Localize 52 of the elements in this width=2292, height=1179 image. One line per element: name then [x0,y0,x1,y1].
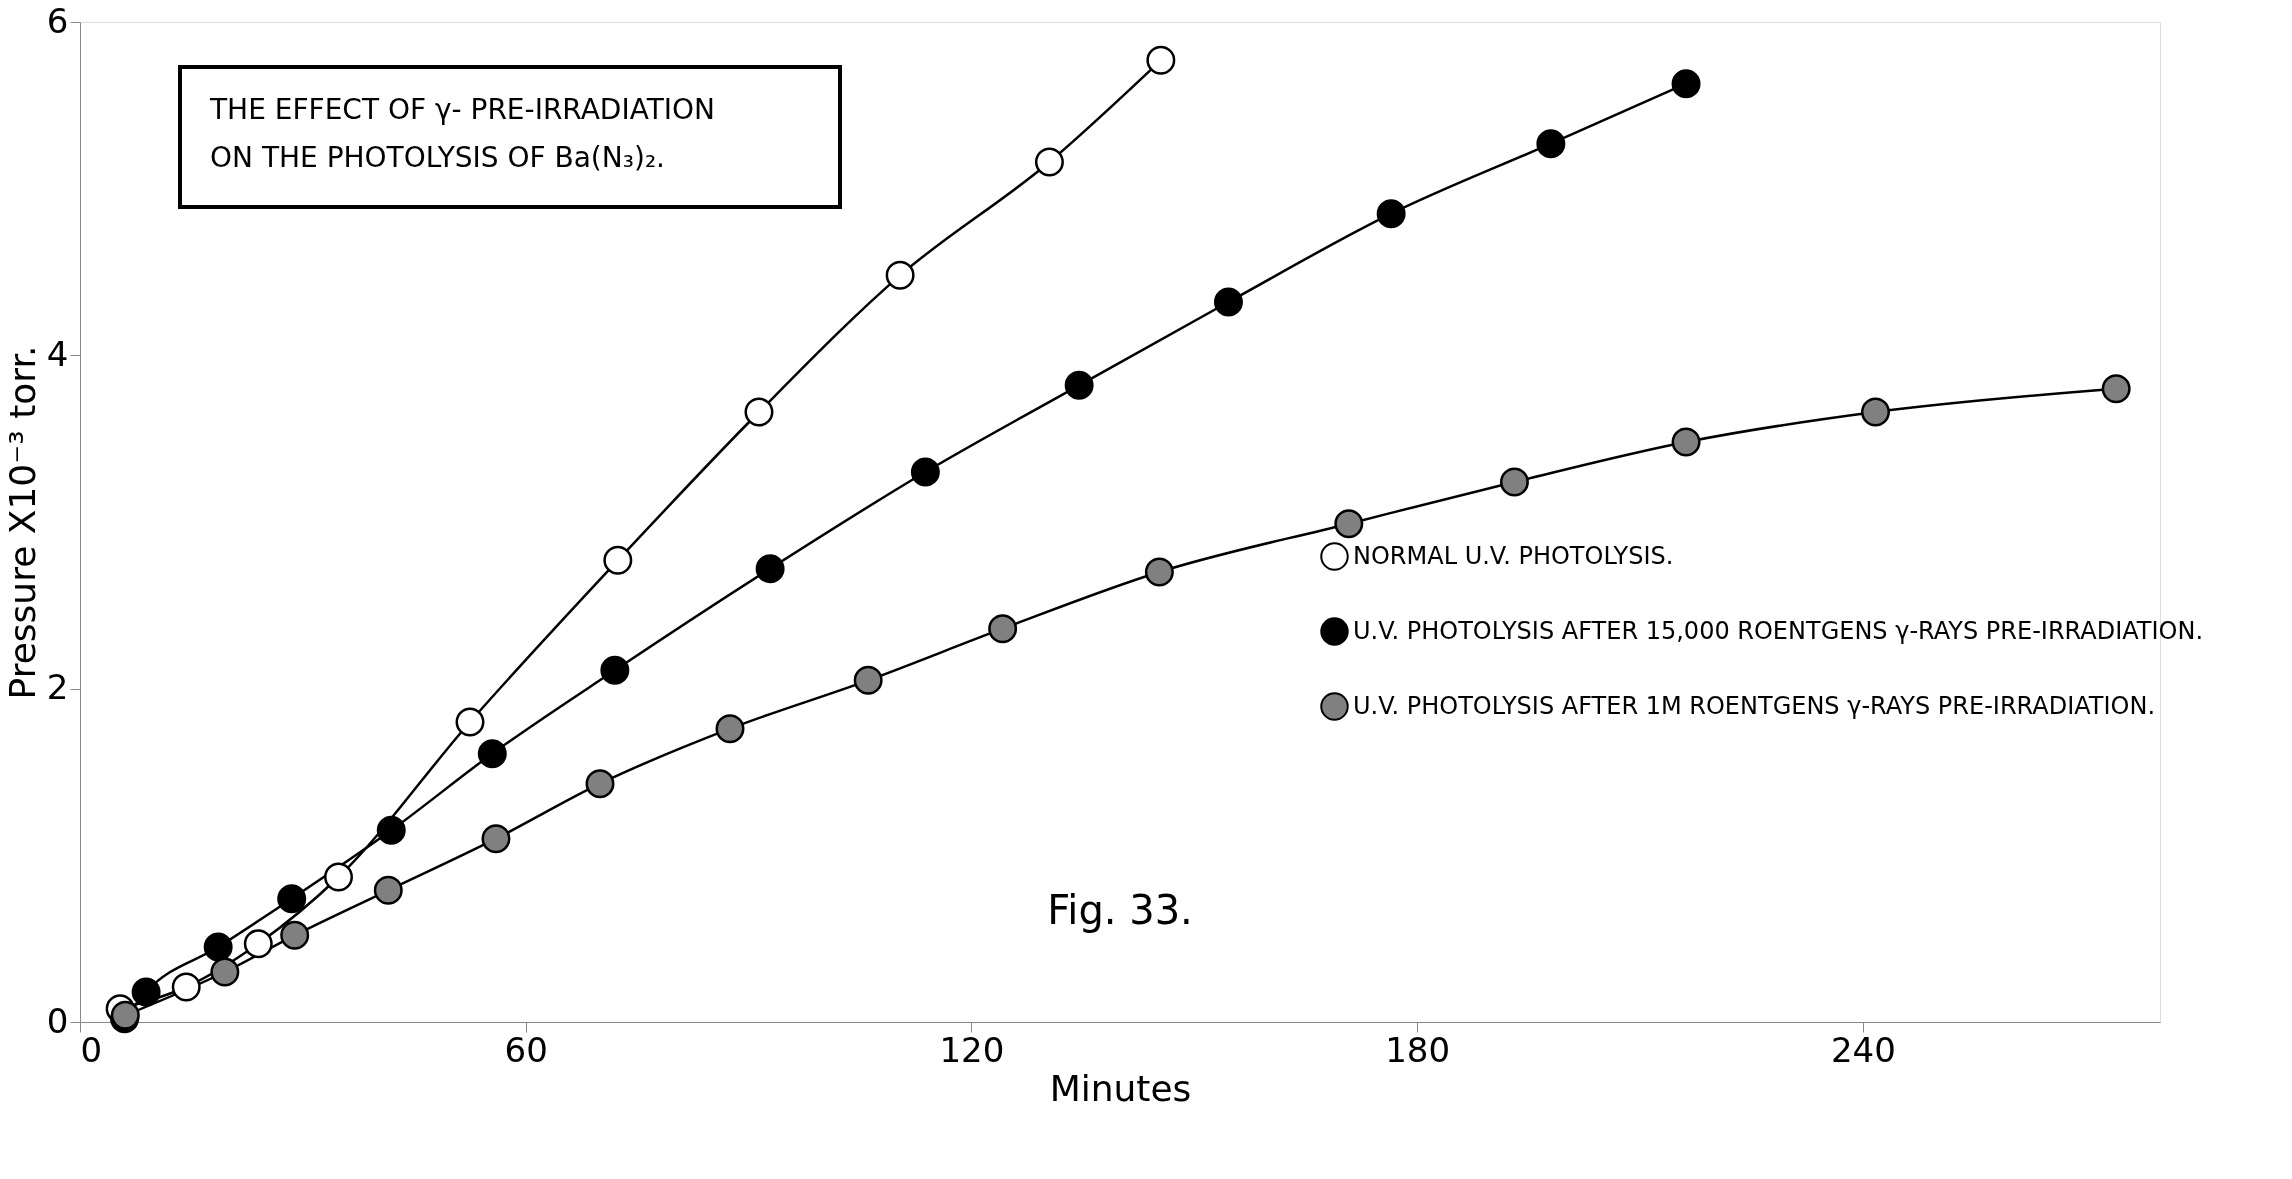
point [277,884,307,914]
point [1334,509,1364,539]
point [585,769,615,799]
point [1671,427,1701,457]
point [1376,199,1406,229]
annotation: Fig. 33. [1047,887,1193,933]
point [203,932,233,962]
point [1144,557,1174,587]
point [2101,374,2131,404]
point [1671,69,1701,99]
point [210,957,240,987]
point [243,929,273,959]
point [1499,467,1529,497]
text: THE EFFECT OF γ- PRE-IRRADIATION ON THE PHOTOLYSIS OF Ba(N₃)₂. [209,93,715,174]
x-axis-title: Minutes [1049,1067,1192,1109]
point [324,862,353,892]
legend-label: U.V. PHOTOLYSIS AFTER 15,000 ROENTGENS γ-RAYS PRE-IRRADIATION. [1353,616,2204,645]
point [131,977,161,1007]
point [988,614,1018,644]
legend-label: U.V. PHOTOLYSIS AFTER 1M ROENTGENS γ-RAYS PRE-IRRADIATION. [1353,691,2156,720]
x-tick-label: 60 [504,1029,548,1070]
point [910,457,940,487]
y-tick-label: 2 [46,667,69,708]
x-tick-label: 120 [939,1029,1005,1070]
point [171,972,201,1002]
point [477,739,507,769]
point [1146,45,1176,75]
point [1064,370,1094,400]
legend-label: NORMAL U.V. PHOTOLYSIS. [1353,541,1674,570]
y-tick-label: 6 [46,0,69,41]
point [600,655,630,685]
point [755,554,785,584]
x-tick-label: 180 [1385,1029,1451,1070]
x-tick-label: 0 [80,1029,103,1070]
point [1034,147,1064,177]
point [280,920,310,950]
y-tick-label: 0 [46,1000,69,1041]
point [455,707,485,737]
x-tick-label: 240 [1830,1029,1896,1070]
point [744,397,774,427]
point [603,545,633,575]
point [1213,287,1243,317]
point [715,714,745,744]
point [481,824,511,854]
point [376,815,406,845]
point [885,260,915,290]
point [853,665,883,695]
y-axis-title: Pressure X10⁻³ torr. [1,345,43,700]
point [373,875,403,905]
y-tick-label: 4 [46,333,69,374]
point [1861,397,1890,427]
point [1536,129,1566,159]
